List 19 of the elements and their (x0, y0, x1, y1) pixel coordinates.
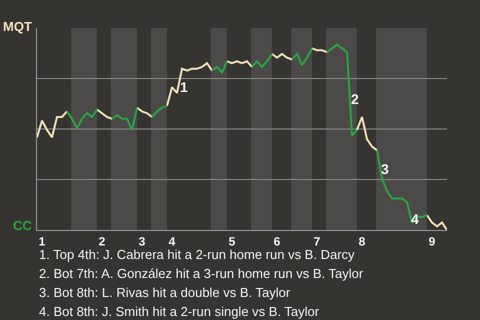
text: MQT (3, 19, 32, 34)
annotation: 2 (351, 91, 359, 107)
text: 1. Top 4th: J. Cabrera hit a 2-run home run vs B. Darcy (39, 247, 356, 262)
annotation: 1 (180, 79, 188, 95)
annotation: 4 (411, 211, 419, 227)
text: 4. Bot 8th: J. Smith hit a 2-run single vs B. Taylor (39, 304, 320, 319)
x-tick-label: 9 (428, 234, 436, 248)
x-tick-label: 5 (228, 234, 236, 248)
text: 3. Bot 8th: L. Rivas hit a double vs B. Taylor (39, 285, 291, 300)
x-tick-label: 3 (138, 234, 146, 248)
x-tick-label: 8 (358, 234, 366, 248)
x-tick-label: 7 (314, 234, 321, 248)
x-tick-label: 6 (274, 234, 281, 248)
annotation: 3 (381, 161, 389, 177)
text: CC (13, 218, 32, 233)
x-tick-label: 4 (168, 234, 176, 248)
x-tick-label: 1 (38, 234, 46, 248)
x-tick-label: 2 (98, 234, 106, 248)
text: 2. Bot 7th: A. González hit a 3-run home run vs B. Taylor (39, 266, 364, 281)
